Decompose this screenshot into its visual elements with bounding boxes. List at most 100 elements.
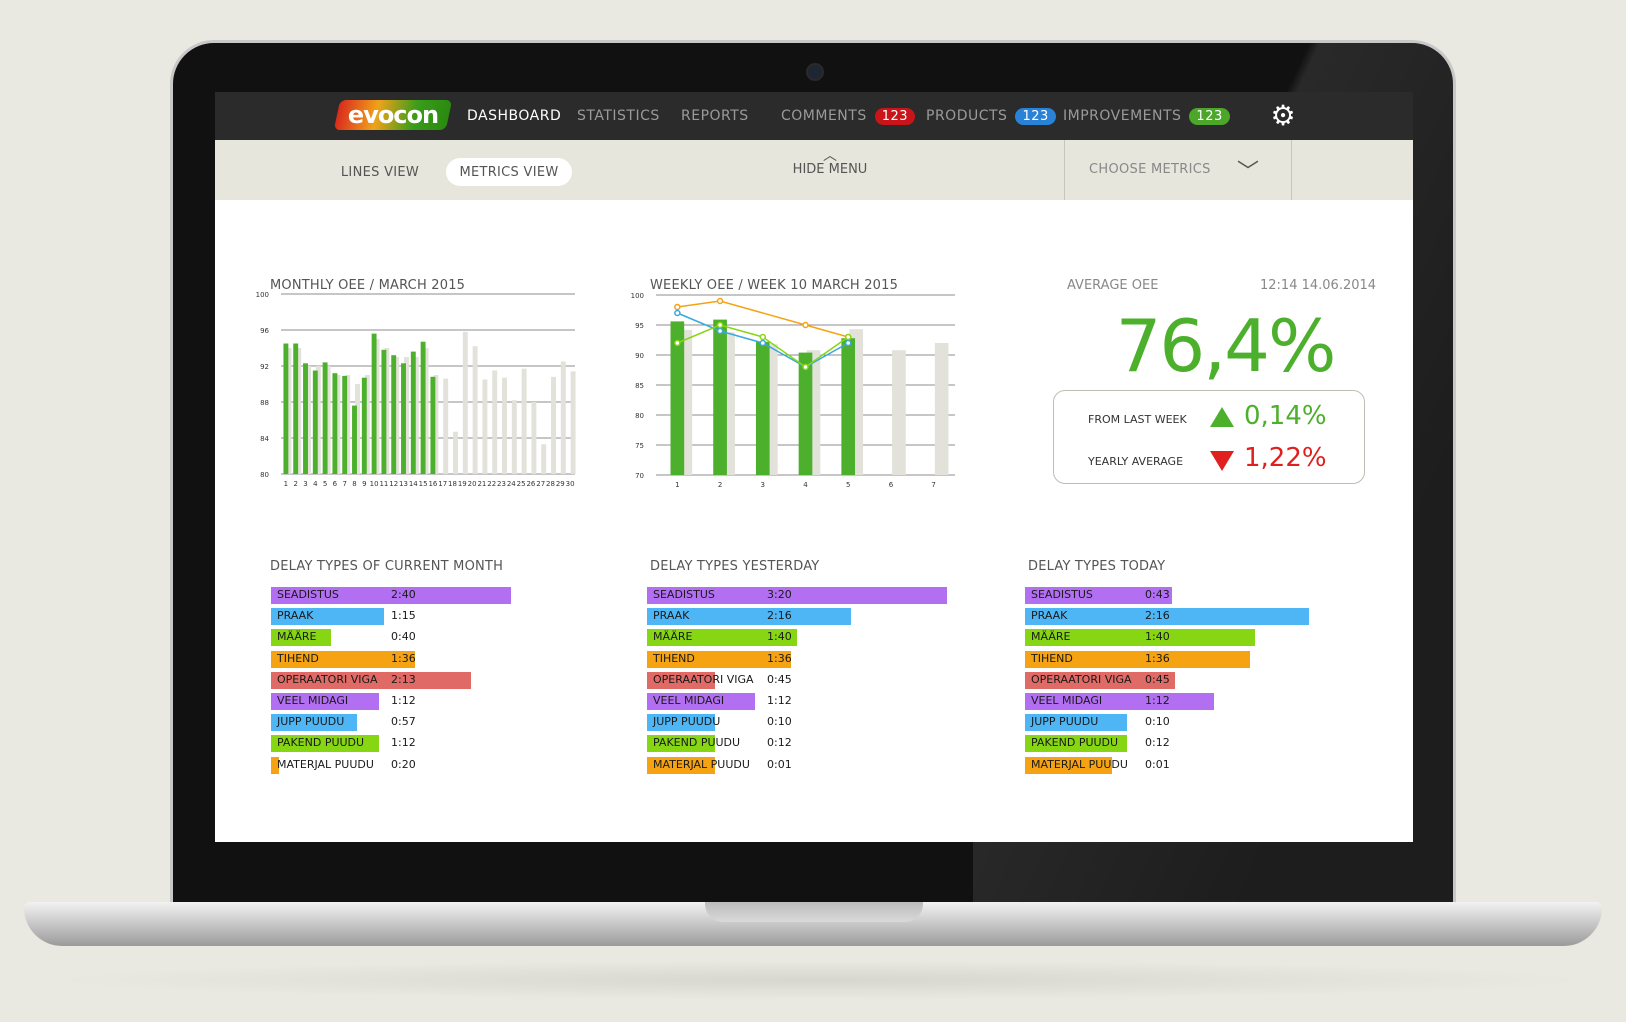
delay-bar bbox=[1025, 587, 1172, 604]
x-tick-label: 1 bbox=[675, 481, 679, 489]
choose-metrics-dropdown[interactable]: CHOOSE METRICS ﹀ bbox=[1064, 140, 1292, 200]
y-tick-label: 88 bbox=[260, 399, 269, 407]
bar-gray bbox=[453, 431, 458, 474]
bar-green bbox=[430, 376, 436, 474]
bar-gray bbox=[335, 375, 341, 474]
bar-green bbox=[352, 405, 357, 474]
delay-name: PAKEND PUUDU bbox=[277, 736, 365, 750]
bar-gray bbox=[355, 384, 360, 474]
x-tick-label: 12 bbox=[389, 480, 398, 488]
y-tick-label: 80 bbox=[635, 412, 644, 420]
y-tick-label: 100 bbox=[631, 292, 644, 300]
delay-row: SEADISTUS 3:20 bbox=[647, 587, 967, 604]
delay-bar bbox=[1025, 714, 1127, 732]
delay-row: VEEL MIDAGI 1:12 bbox=[647, 693, 967, 710]
nav-improvements[interactable]: IMPROVEMENTS 123 bbox=[1063, 92, 1230, 140]
delay-row: MÄÄRE 1:40 bbox=[647, 629, 967, 647]
delay-name: PRAAK bbox=[1031, 609, 1068, 623]
choose-metrics-label: CHOOSE METRICS bbox=[1089, 162, 1211, 177]
x-tick-label: 9 bbox=[362, 480, 366, 488]
delay-name: VEEL MIDAGI bbox=[653, 694, 725, 707]
delay-value: 0:12 bbox=[767, 736, 792, 750]
y-tick-label: 75 bbox=[635, 442, 644, 450]
delay-name: PRAAK bbox=[277, 609, 314, 623]
delay-bar bbox=[647, 587, 947, 604]
delay-value: 1:15 bbox=[391, 609, 416, 623]
products-count-badge: 123 bbox=[1015, 107, 1056, 125]
x-tick-label: 14 bbox=[409, 480, 418, 488]
x-tick-label: 29 bbox=[556, 480, 565, 488]
delay-yesterday-title: DELAY TYPES YESTERDAY bbox=[650, 559, 820, 574]
delay-bar bbox=[647, 671, 715, 689]
nav-reports[interactable]: REPORTS bbox=[681, 108, 749, 124]
bar-green bbox=[342, 375, 348, 474]
bar-green bbox=[391, 355, 397, 474]
top-nav-bar: evocon DASHBOARD STATISTICS REPORTS COMM… bbox=[215, 92, 1413, 140]
bar-gray bbox=[315, 366, 321, 474]
series-point bbox=[716, 321, 724, 329]
nav-comments[interactable]: COMMENTS 123 bbox=[781, 92, 916, 140]
app-screen: evocon DASHBOARD STATISTICS REPORTS COMM… bbox=[215, 92, 1413, 842]
delay-row: TIHEND 1:36 bbox=[271, 650, 591, 668]
bar-green bbox=[798, 352, 813, 475]
from-last-week-label: FROM LAST WEEK bbox=[1088, 413, 1187, 426]
delay-name: TIHEND bbox=[653, 651, 695, 665]
nav-statistics[interactable]: STATISTICS bbox=[577, 108, 660, 124]
bar-green bbox=[361, 377, 367, 474]
bar-gray bbox=[462, 331, 468, 474]
delay-bar bbox=[271, 587, 511, 604]
delay-value: 0:10 bbox=[767, 715, 792, 729]
x-tick-label: 27 bbox=[536, 480, 545, 488]
delay-row: TIHEND 1:36 bbox=[647, 650, 967, 668]
bar-green bbox=[401, 363, 406, 474]
delay-bar bbox=[1025, 629, 1255, 647]
bar-gray bbox=[472, 346, 478, 474]
delay-row: VEEL MIDAGI 1:12 bbox=[1025, 693, 1345, 710]
delay-value: 2:40 bbox=[391, 588, 416, 601]
delay-row: PAKEND PUUDU 0:12 bbox=[647, 735, 967, 753]
delay-name: MATERJAL PUUDU bbox=[277, 757, 374, 771]
monthly-oee-title: MONTHLY OEE / MARCH 2015 bbox=[270, 278, 466, 293]
delay-row: MÄÄRE 0:40 bbox=[271, 629, 591, 647]
delay-row: PAKEND PUUDU 0:12 bbox=[1025, 735, 1345, 753]
bar-gray bbox=[296, 348, 302, 474]
arrow-up-icon bbox=[1210, 407, 1234, 427]
bar-gray bbox=[521, 368, 527, 474]
arrow-down-icon bbox=[1210, 451, 1234, 471]
delay-bar bbox=[271, 671, 471, 689]
delay-bar bbox=[647, 629, 797, 647]
series-point bbox=[844, 333, 852, 341]
hide-menu-button[interactable]: ︿ HIDE MENU bbox=[775, 149, 885, 177]
chevron-down-icon: ﹀ bbox=[1237, 160, 1260, 185]
tab-lines-view[interactable]: LINES VIEW bbox=[340, 164, 420, 180]
tab-metrics-view[interactable]: METRICS VIEW bbox=[446, 158, 572, 186]
evocon-logo[interactable]: evocon bbox=[333, 100, 453, 130]
delay-row: OPERAATORI VIGA 0:45 bbox=[1025, 671, 1345, 689]
y-tick-label: 85 bbox=[635, 382, 644, 390]
delay-value: 2:13 bbox=[391, 672, 416, 686]
x-tick-label: 24 bbox=[507, 480, 516, 488]
series-point bbox=[759, 339, 767, 347]
delay-name: OPERAATORI VIGA bbox=[277, 672, 378, 686]
delay-name: SEADISTUS bbox=[1031, 588, 1093, 601]
delay-row: JUPP PUUDU 0:10 bbox=[647, 714, 967, 732]
bar-green bbox=[420, 341, 426, 474]
logo-text: evocon bbox=[347, 101, 439, 129]
bar-gray bbox=[423, 348, 429, 474]
delay-bar bbox=[647, 735, 715, 753]
delay-value: 1:40 bbox=[767, 630, 792, 644]
delay-bar bbox=[647, 650, 791, 668]
delay-value: 0:01 bbox=[767, 757, 792, 771]
weekly-oee-chart: 100 95 90 85 80 75 70 1 2 3 4 5 6 7 bbox=[631, 292, 955, 489]
nav-dashboard[interactable]: DASHBOARD bbox=[467, 108, 562, 124]
delay-value: 0:43 bbox=[1145, 588, 1170, 601]
x-tick-label: 11 bbox=[379, 480, 388, 488]
gear-icon[interactable]: ⚙ bbox=[1270, 99, 1296, 132]
x-tick-label: 3 bbox=[303, 480, 307, 488]
delay-name: VEEL MIDAGI bbox=[277, 694, 349, 707]
bar-gray bbox=[325, 366, 331, 474]
nav-products[interactable]: PRODUCTS 123 bbox=[926, 92, 1056, 140]
bar-green bbox=[312, 370, 318, 474]
delay-name: MÄÄRE bbox=[277, 630, 317, 644]
